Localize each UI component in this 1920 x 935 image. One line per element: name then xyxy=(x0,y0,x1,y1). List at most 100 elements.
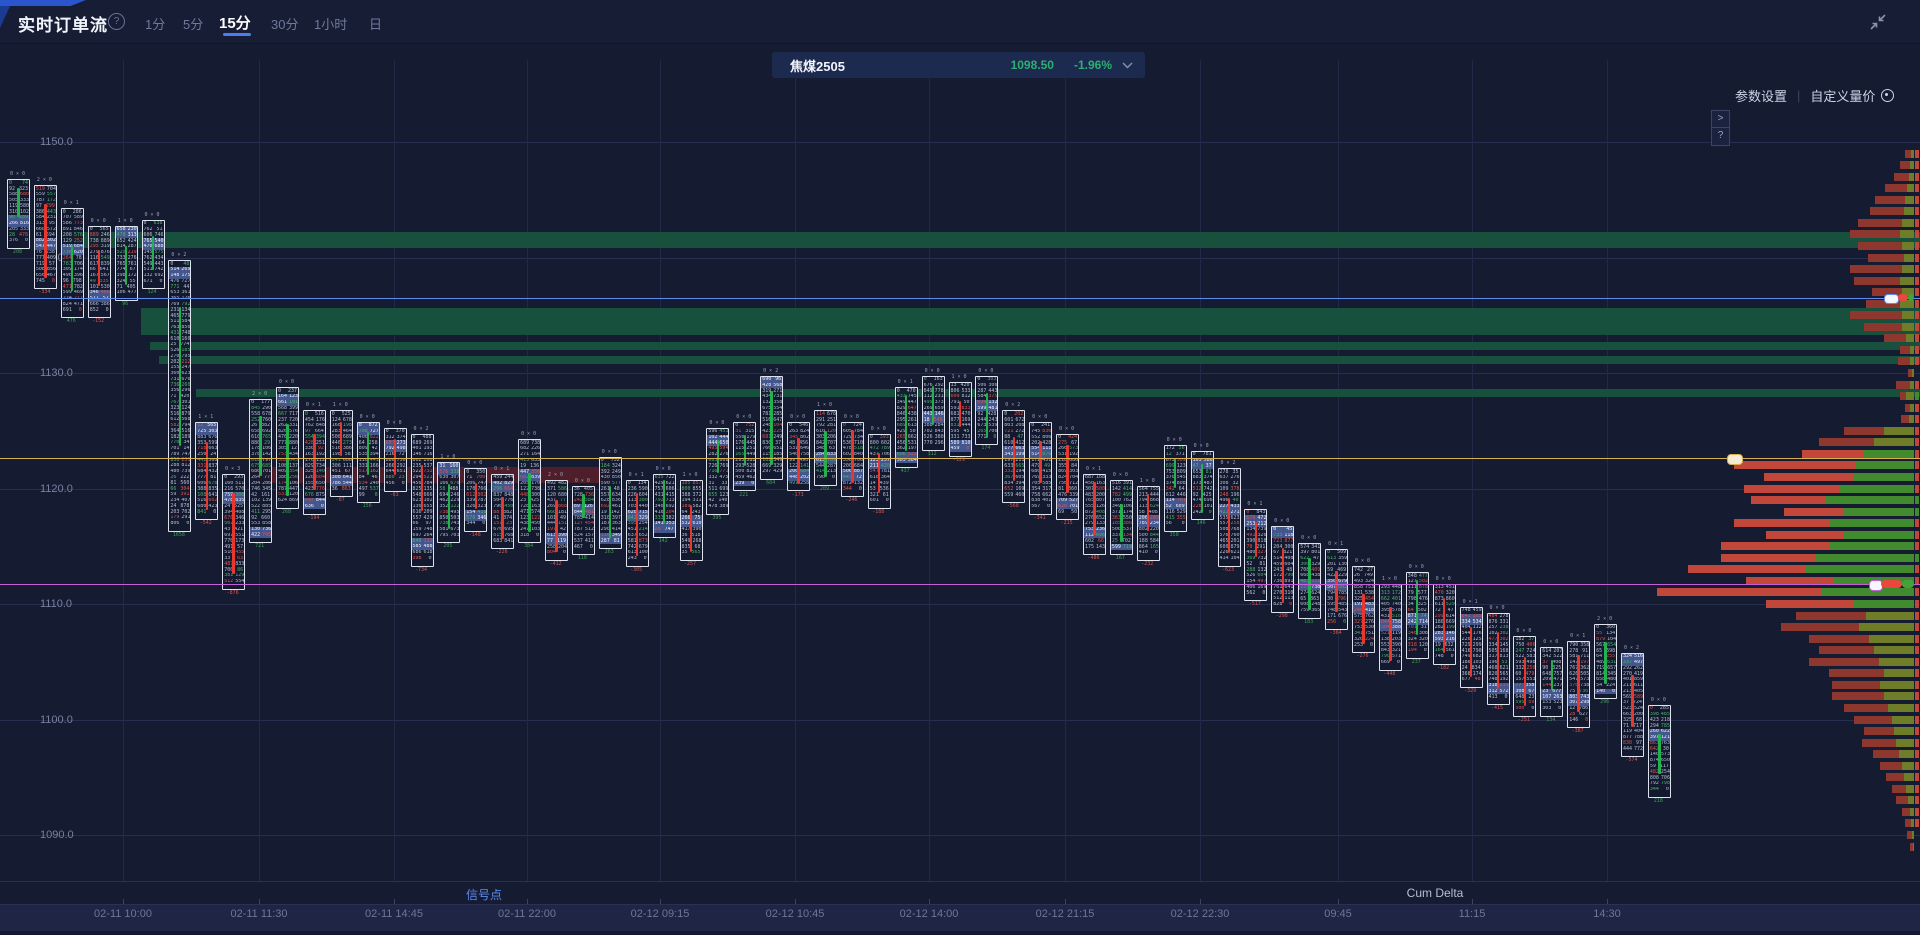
footprint-row: 658 230 xyxy=(115,226,137,233)
bid-volume-cell: 211 xyxy=(869,463,879,469)
footprint-row: 182 189 xyxy=(169,434,190,440)
bid-volume-cell: 675 xyxy=(1165,457,1175,463)
help-icon[interactable]: ? xyxy=(108,13,125,30)
symbol-selector[interactable]: 焦煤2505 1098.50 -1.96% xyxy=(772,52,1145,78)
footprint-row: 858 753 xyxy=(1353,585,1374,591)
bid-volume-cell: 652 xyxy=(116,238,126,244)
time-axis-strip[interactable] xyxy=(0,905,1920,935)
footprint-row: 777 409 xyxy=(35,255,56,261)
bid-volume-cell: 299 xyxy=(1434,613,1444,619)
footprint-row: 500 0 xyxy=(1514,706,1535,712)
footprint-row: 130 655 xyxy=(412,504,433,510)
ask-volume-cell: 641 xyxy=(99,266,109,273)
target-eye-icon[interactable] xyxy=(1881,88,1895,102)
footprint-row: 340 692 xyxy=(654,504,675,510)
ask-volume-cell: 257 xyxy=(880,457,890,463)
ask-volume-cell: 374 xyxy=(396,434,406,440)
collapse-icon[interactable] xyxy=(1866,10,1890,34)
footprint-row: 0 752 xyxy=(734,423,755,429)
bid-volume-cell: 340 xyxy=(654,503,664,510)
candle-delta-label: 183 xyxy=(1304,618,1314,625)
footprint-row: 243 48 xyxy=(1272,567,1293,573)
bid-volume-cell: 675 xyxy=(251,463,261,469)
bid-volume-cell: 187 xyxy=(600,521,610,527)
ask-volume-cell: 732 xyxy=(1257,555,1267,562)
ask-volume-cell: 589 xyxy=(73,215,83,221)
footprint-row: 534 240 xyxy=(358,481,379,487)
tab-日[interactable]: 日 xyxy=(369,17,383,32)
ask-volume-cell: 706 xyxy=(73,261,83,267)
chevron-down-icon[interactable] xyxy=(1122,56,1133,74)
footprint-candle: 596 451 102 444 444 650 495 594 282 276 683 668 726 7… xyxy=(706,427,730,515)
ask-volume-cell: 567 xyxy=(100,272,110,279)
bid-volume-cell: 263 xyxy=(789,428,799,435)
ask-volume-cell: 863 xyxy=(1310,596,1320,602)
tab-5分[interactable]: 5分 xyxy=(183,17,204,32)
custom-volume-price-button[interactable]: 自定义量价 xyxy=(1810,88,1876,104)
ask-volume-cell: 530 xyxy=(1365,625,1374,631)
bid-volume-cell: 81 xyxy=(1058,486,1065,492)
panel-help-button[interactable]: ? xyxy=(1711,127,1730,146)
bid-volume-cell: 526 xyxy=(1246,573,1256,579)
footprint-row: 344 0 xyxy=(842,486,863,492)
ask-volume-cell: 696 xyxy=(1203,497,1213,504)
bid-volume-cell: 478 xyxy=(842,446,852,452)
ask-volume-cell: 286 xyxy=(262,480,272,486)
tab-1小时[interactable]: 1小时 xyxy=(314,17,348,32)
profile-sell-bar xyxy=(1850,265,1902,274)
settings-button[interactable]: 参数设置 xyxy=(1735,88,1788,104)
ask-volume-cell: 165 xyxy=(1149,544,1159,550)
ask-volume-cell: 784 xyxy=(423,480,433,487)
ask-volume-cell: 411 xyxy=(584,538,594,544)
ask-volume-cell: 843 xyxy=(1256,509,1266,515)
bid-volume-cell: 127 xyxy=(573,521,583,527)
profile-edge-tick xyxy=(1915,819,1919,828)
candle-delta-label: -448 xyxy=(1383,670,1396,677)
ask-volume-cell: 358 xyxy=(773,399,783,406)
footprint-row: 471 782 xyxy=(62,284,83,290)
bid-volume-cell: 367 xyxy=(1004,474,1014,481)
footprint-row: 307 500 xyxy=(1084,486,1105,492)
bid-volume-cell: 165 xyxy=(735,451,745,458)
bid-volume-cell: 88 xyxy=(1004,434,1011,440)
profile-edge-tick xyxy=(1915,438,1919,447)
ask-volume-cell: 117 xyxy=(1659,763,1669,769)
delta-bar-up xyxy=(1604,641,1607,684)
imbalance-count-label: 0 × 0 xyxy=(1354,558,1371,565)
bid-volume-cell: 253 xyxy=(1354,642,1364,648)
tab-15分[interactable]: 15分 xyxy=(219,15,251,32)
profile-buy-bar xyxy=(1902,218,1914,227)
footprint-row: 676 875 xyxy=(304,492,325,498)
expand-panel-button[interactable]: > xyxy=(1711,110,1730,129)
bid-volume-cell: 584 xyxy=(977,394,987,400)
footprint-row: 165 449 xyxy=(734,452,755,458)
signal-pane-label[interactable]: 信号点 xyxy=(465,888,503,902)
bid-volume-cell: 122 xyxy=(789,463,799,469)
ask-volume-cell: 320 xyxy=(1445,590,1455,596)
footprint-row: 753 530 xyxy=(1353,625,1374,631)
tab-30分[interactable]: 30分 xyxy=(271,17,299,32)
ask-volume-cell: 112 xyxy=(315,457,325,463)
ask-volume-cell: 123 xyxy=(289,394,298,400)
bid-volume-cell: 102 xyxy=(1488,630,1498,637)
ask-volume-cell: 428 xyxy=(987,411,997,417)
delta-bar-down xyxy=(1227,497,1231,553)
footprint-row: 337 134 xyxy=(1111,533,1132,539)
ask-volume-cell: 102 xyxy=(423,497,433,504)
bid-volume-cell: 483 xyxy=(1085,492,1095,498)
ask-volume-cell: 361 xyxy=(181,290,191,296)
bid-volume-cell: 278 xyxy=(1569,648,1579,654)
bid-volume-cell: 12 xyxy=(197,422,204,429)
bid-volume-cell: 77 xyxy=(547,538,554,544)
ask-volume-cell: 333 xyxy=(20,226,29,232)
ask-volume-cell: 610 xyxy=(692,521,702,527)
bid-volume-cell: 602 xyxy=(842,451,852,458)
footprint-candle: 0 285 398 485 423 218 294 785 260 622 397 121 863 763… xyxy=(1647,704,1671,798)
ask-volume-cell: 124 xyxy=(181,405,191,411)
bid-volume-cell: 599 xyxy=(977,405,987,411)
bid-volume-cell: 0 xyxy=(143,220,147,227)
bid-volume-cell: 581 xyxy=(439,526,449,533)
bid-volume-cell: 386 xyxy=(35,209,45,215)
tab-1分[interactable]: 1分 xyxy=(145,17,166,32)
bid-volume-cell: 0 xyxy=(923,376,927,383)
